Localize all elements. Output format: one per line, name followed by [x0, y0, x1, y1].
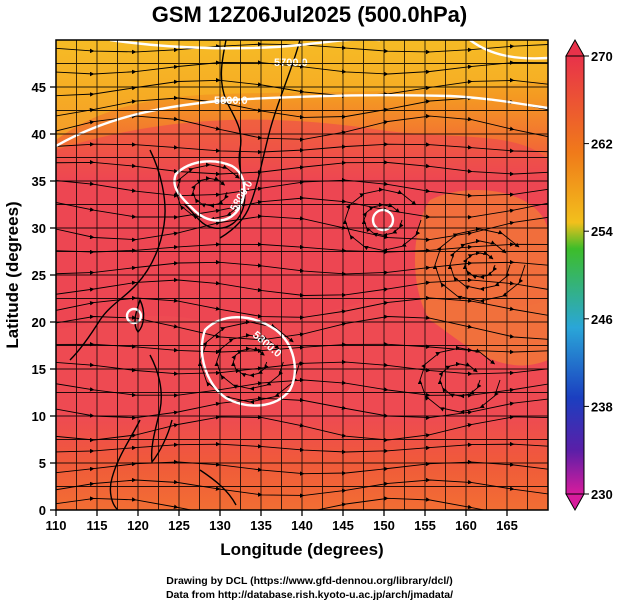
figure-title: GSM 12Z06Jul2025 (500.0hPa): [151, 2, 468, 27]
colorbar-tick-label: 238: [591, 399, 613, 414]
streamline: [432, 226, 526, 304]
streamline: [56, 477, 548, 498]
streamline: [56, 414, 548, 443]
x-axis-label: Longitude (degrees): [220, 540, 383, 559]
y-tick-label: 35: [32, 174, 46, 189]
streamline: [197, 319, 301, 405]
colorbar-tick-label: 246: [591, 312, 613, 327]
contour-label: 5800.0: [214, 95, 248, 107]
colorbar-tick-label: 262: [591, 137, 613, 152]
x-axis: 110 115 120 125 130 135 140 145 150 155 160 165: [46, 510, 518, 533]
coastlines: [69, 40, 301, 510]
y-tick-label: 10: [32, 409, 46, 424]
y-axis: 0 5 10 15 20 25 30 35 40 45: [32, 80, 56, 518]
x-tick-label: 165: [496, 518, 518, 533]
x-tick-label: 130: [209, 518, 231, 533]
x-tick-label: 145: [332, 518, 354, 533]
streamline: [56, 441, 548, 455]
colorbar-scale: [565, 55, 585, 495]
streamline: [56, 314, 548, 343]
streamline: [56, 113, 548, 142]
y-tick-label: 40: [32, 127, 46, 142]
graticule: [56, 40, 548, 510]
streamline: [56, 60, 548, 77]
x-tick-label: 135: [250, 518, 272, 533]
contour-label: 5700.0: [274, 57, 308, 69]
y-tick-label: 0: [39, 503, 46, 518]
x-tick-label: 115: [87, 518, 108, 533]
colorbar-bottom-arrow: [565, 493, 585, 512]
plot-area: [56, 40, 548, 510]
colorbar-top-arrow: [565, 38, 585, 57]
x-tick-label: 120: [127, 518, 149, 533]
x-tick-label: 110: [46, 518, 67, 533]
credit-data: Data from http://database.rish.kyoto-u.a…: [165, 589, 454, 601]
streamline: [173, 162, 245, 222]
credit-drawing: Drawing by DCL (https://www.gfd-dennou.o…: [166, 575, 453, 587]
colorbar-tick-label: 270: [591, 49, 613, 64]
streamline: [56, 496, 548, 510]
y-tick-label: 30: [32, 221, 46, 236]
y-tick-label: 45: [32, 80, 46, 95]
streamline: [56, 459, 548, 476]
streamline: [56, 142, 548, 155]
colorbar-tick-label: 254: [591, 224, 613, 239]
x-tick-label: 140: [291, 518, 313, 533]
colorbar: 270 262 254 246 238 230: [565, 38, 613, 512]
streamline: [417, 345, 501, 415]
streamline: [56, 159, 548, 177]
x-tick-label: 125: [168, 518, 190, 533]
y-tick-label: 25: [32, 268, 46, 283]
colorbar-tick-label: 230: [591, 487, 613, 502]
y-tick-label: 20: [32, 315, 46, 330]
contours: [56, 40, 548, 407]
y-tick-label: 15: [32, 362, 46, 377]
x-tick-label: 155: [414, 518, 436, 533]
streamline: [56, 77, 548, 99]
x-tick-label: 150: [373, 518, 395, 533]
y-axis-label: Latitude (degrees): [3, 201, 22, 348]
x-tick-label: 160: [455, 518, 477, 533]
y-tick-label: 5: [39, 456, 46, 471]
